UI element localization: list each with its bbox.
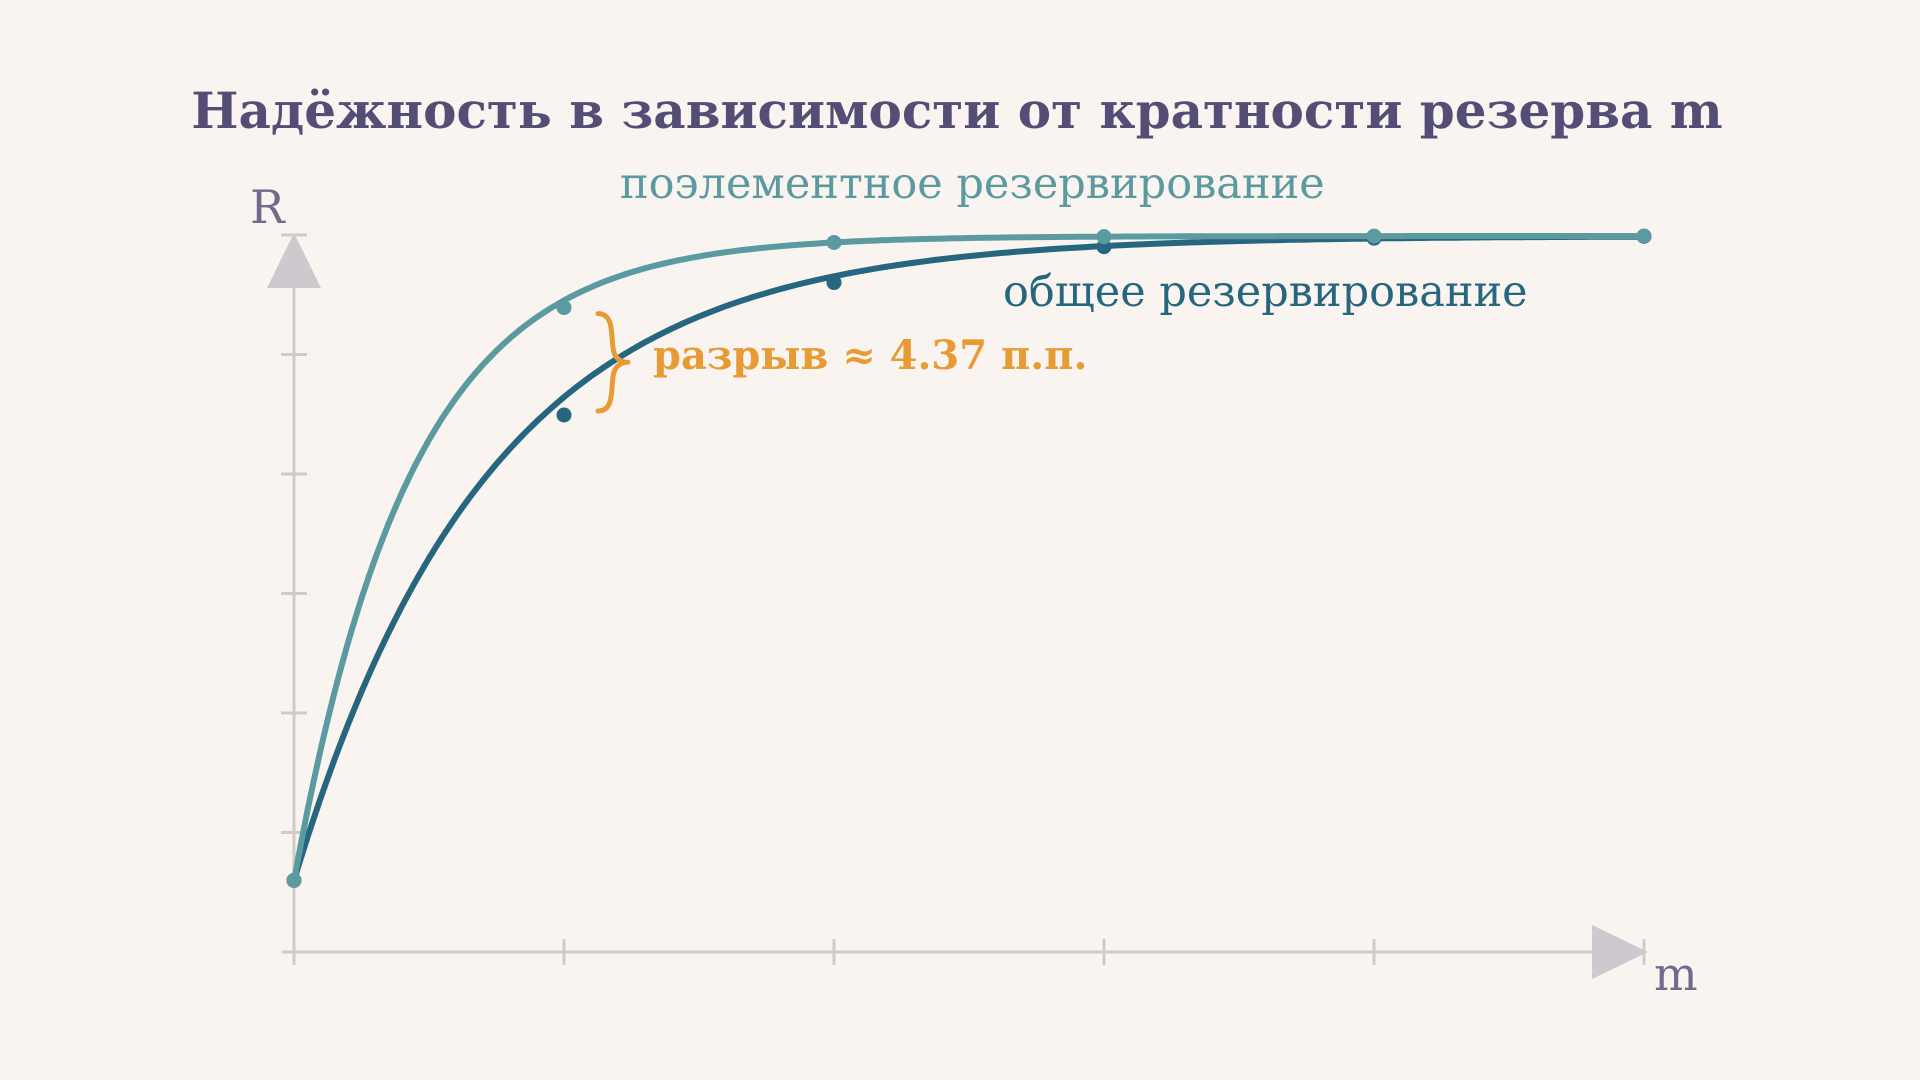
data-point-element	[556, 300, 572, 316]
x-axis-ticks	[292, 939, 1646, 965]
data-point-element	[286, 872, 302, 888]
x-axis-arrow	[1592, 925, 1648, 979]
y-axis-label: R	[250, 180, 286, 234]
data-point-general	[826, 275, 842, 291]
data-point-element	[1366, 228, 1382, 244]
data-point-element	[1636, 228, 1652, 244]
series-line-element	[291, 233, 1647, 884]
y-axis-arrow	[267, 233, 321, 288]
data-point-element	[826, 234, 842, 250]
axes: m R	[250, 180, 1698, 1001]
x-axis-label: m	[1654, 947, 1698, 1001]
data-point-element	[1096, 229, 1112, 245]
gap-brace	[595, 311, 631, 414]
series-label-general: общее резервирование	[1003, 267, 1528, 317]
chart-title: Надёжность в зависимости от кратности ре…	[191, 81, 1722, 140]
series-layer	[286, 228, 1652, 888]
data-point-general	[556, 407, 572, 423]
series-label-element: поэлементное резервирование	[620, 159, 1325, 209]
y-axis-ticks	[281, 233, 307, 834]
gap-annotation-label: разрыв ≈ 4.37 п.п.	[653, 332, 1087, 379]
